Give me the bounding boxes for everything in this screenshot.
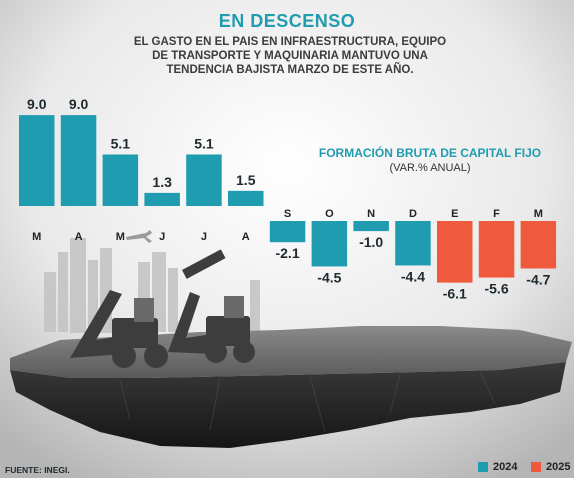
plane-icon	[126, 230, 152, 243]
x-tick-label: O	[325, 208, 334, 220]
x-tick-label: N	[367, 208, 375, 220]
page-title: EN DESCENSO	[218, 11, 356, 31]
page-subtitle: EL GASTO EN EL PAIS EN INFRAESTRUCTURA, …	[70, 35, 510, 77]
subtitle-line: EL GASTO EN EL PAIS EN INFRAESTRUCTURA, …	[133, 36, 447, 48]
data-label: 1.3	[152, 174, 172, 190]
bar	[60, 115, 97, 206]
x-tick-label: D	[409, 208, 417, 220]
bar	[102, 154, 139, 206]
data-label: -2.1	[275, 245, 299, 261]
bar	[520, 221, 557, 269]
x-tick-label: J	[201, 231, 207, 243]
legend-label-2025: 2025	[546, 461, 571, 473]
legend-item-2025: 2025	[531, 461, 570, 473]
subtitle-line: DE TRANSPORTE Y MAQUINARIA MANTUVO UNA	[152, 50, 428, 62]
x-tick-label: A	[242, 231, 250, 243]
data-label: 9.0	[69, 96, 89, 112]
x-tick-label: S	[284, 208, 291, 220]
x-tick-label: E	[451, 208, 458, 220]
construction-machinery-illustration	[70, 249, 255, 368]
bar	[269, 221, 306, 243]
bar	[437, 221, 473, 283]
bar	[19, 115, 55, 206]
rock-cracks	[119, 371, 496, 433]
data-label: 5.1	[111, 135, 131, 151]
bar	[186, 154, 222, 206]
x-tick-label: J	[159, 231, 165, 243]
x-tick-label: M	[534, 208, 543, 220]
data-label: 9.0	[27, 96, 47, 112]
x-tick-label: A	[75, 231, 83, 243]
x-tick-label: F	[493, 208, 500, 220]
bar	[395, 221, 431, 266]
source-note: FUENTE: INEGI.	[5, 465, 70, 475]
legend-label-2024: 2024	[493, 461, 518, 473]
data-label: 5.1	[194, 135, 214, 151]
data-label: -4.5	[317, 269, 341, 285]
chart-unit-label: (VAR.% ANUAL)	[389, 162, 471, 174]
bar	[144, 192, 180, 206]
legend-swatch-2024	[478, 462, 488, 472]
data-label: -5.6	[484, 281, 508, 297]
bar	[228, 190, 264, 206]
bar	[478, 221, 515, 278]
subtitle-line: TENDENCIA BAJISTA MARZO DE ESTE AÑO.	[166, 64, 414, 76]
data-label: -4.4	[401, 268, 425, 284]
data-label: -6.1	[443, 286, 467, 302]
x-tick-label: M	[32, 231, 41, 243]
x-tick-label: M	[116, 231, 125, 243]
data-label: -1.0	[359, 234, 383, 250]
legend-item-2024: 2024	[478, 461, 517, 473]
bar	[353, 221, 389, 232]
chart-title: FORMACIÓN BRUTA DE CAPITAL FIJO	[318, 146, 542, 160]
bar	[311, 221, 348, 267]
legend-swatch-2025	[531, 462, 541, 472]
data-label: -4.7	[526, 271, 550, 287]
data-label: 1.5	[236, 172, 256, 188]
rock-side	[10, 362, 566, 448]
